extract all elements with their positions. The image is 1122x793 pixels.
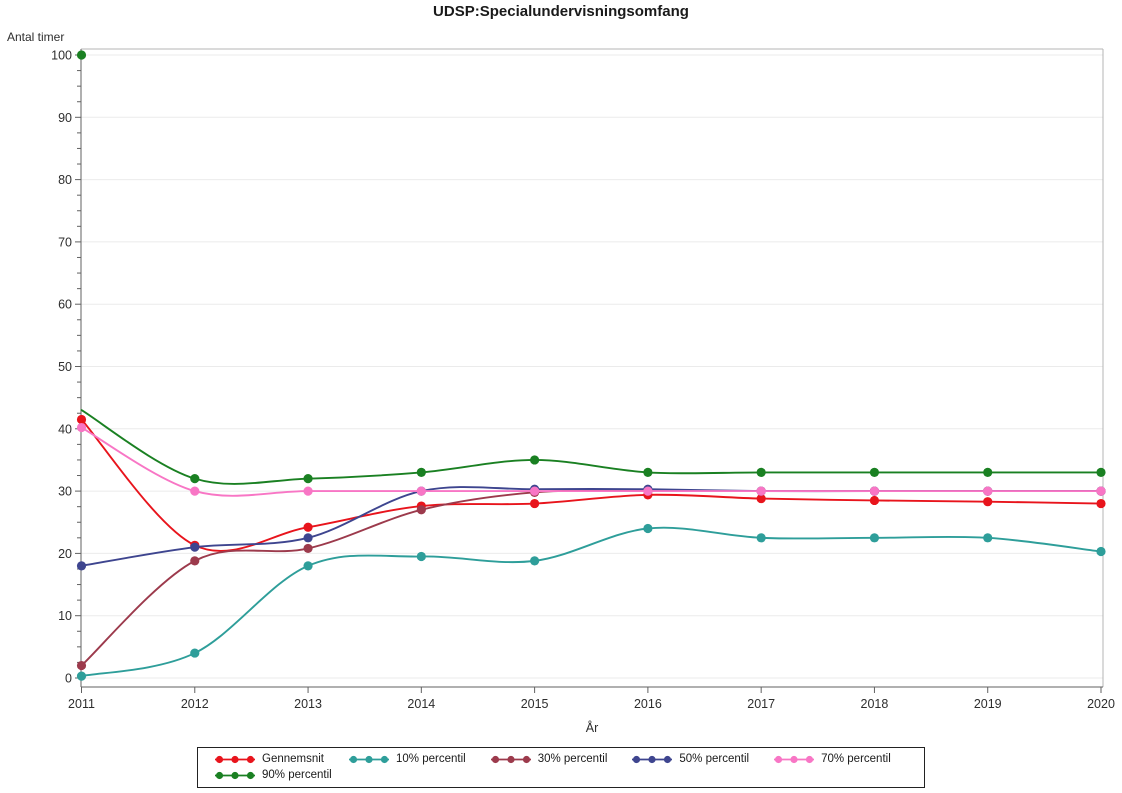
y-tick-label: 80	[58, 173, 72, 187]
data-point-10-percentil	[1096, 546, 1106, 557]
x-tick-label: 2018	[861, 697, 889, 711]
data-point-70-percentil	[756, 486, 766, 496]
legend-item-50-percentil: 50% percentil	[631, 753, 749, 765]
legend-item-30-percentil: 30% percentil	[490, 753, 608, 765]
data-point-90-percentil	[1096, 467, 1106, 478]
data-point-gennemsnit	[303, 522, 313, 532]
data-point-30-percentil	[416, 505, 426, 515]
legend-item-label: Gennemsnit	[262, 753, 325, 765]
legend-item-90-percentil: 90% percentil	[214, 769, 332, 781]
x-axis-title: År	[585, 721, 599, 735]
data-point-90-percentil	[190, 474, 200, 484]
data-point-70-percentil	[1096, 486, 1106, 496]
data-point-70-percentil	[76, 422, 87, 433]
legend-item-label: 30% percentil	[537, 753, 608, 765]
data-point-30-percentil	[76, 660, 87, 671]
data-point-90-percentil	[756, 467, 766, 478]
line-30-percentil	[80, 489, 1102, 667]
legend: Gennemsnit 10% percentil 30% percentil 50% …	[197, 747, 925, 788]
x-tick-label: 2019	[974, 697, 1002, 711]
legend-item-label: 50% percentil	[679, 753, 750, 765]
y-tick-label: 10	[58, 609, 72, 623]
y-tick-label: 40	[58, 422, 72, 436]
data-point-gennemsnit	[530, 498, 540, 509]
legend-line-marker-icon	[774, 755, 815, 763]
data-point-50-percentil	[303, 533, 313, 543]
chart-title: UDSP:Specialundervisningsomfang	[433, 3, 689, 20]
y-tick-label: 60	[58, 298, 72, 312]
line-90-percentil	[80, 409, 1102, 485]
data-point-30-percentil	[303, 543, 313, 554]
data-point-10-percentil	[756, 533, 766, 543]
data-point-10-percentil	[303, 561, 313, 571]
data-point-50-percentil	[190, 542, 200, 552]
legend-item-label: 10% percentil	[396, 753, 466, 765]
data-point-70-percentil	[530, 486, 540, 496]
legend-line-marker-icon	[215, 771, 255, 779]
data-point-30-percentil	[190, 556, 200, 566]
legend-line-marker-icon	[632, 755, 673, 763]
x-tick-label: 2011	[68, 697, 95, 711]
y-tick-label: 50	[58, 360, 72, 374]
data-point-90-percentil	[416, 467, 426, 478]
data-point-10-percentil	[530, 556, 540, 566]
y-tick-label: 20	[58, 547, 72, 561]
legend-line-marker-icon	[215, 755, 255, 763]
legend-row: 90% percentil	[214, 767, 908, 783]
y-tick-label: 30	[58, 485, 72, 499]
plot-area: 0 10 20 30 40 50 60 70 80 90 100 2011 2012 2013 2014 20…	[51, 48, 1115, 711]
data-point-10-percentil	[983, 533, 993, 543]
data-point-10-percentil	[190, 648, 200, 658]
x-tick-label: 2012	[181, 697, 209, 711]
data-point-gennemsnit	[76, 414, 87, 425]
x-tick-label: 2014	[407, 697, 435, 711]
line-70-percentil	[80, 426, 1102, 497]
data-point-90-percentil	[76, 50, 87, 60]
legend-item-label: 90% percentil	[262, 769, 332, 781]
data-point-10-percentil	[643, 523, 653, 534]
x-tick-label: 2013	[294, 697, 322, 711]
data-point-90-percentil	[983, 467, 993, 478]
legend-line-marker-icon	[349, 755, 390, 763]
y-axis-title: Antal timer	[7, 30, 65, 44]
data-point-gennemsnit	[1096, 498, 1106, 509]
y-tick-label: 0	[65, 672, 72, 686]
data-point-90-percentil	[869, 467, 880, 478]
data-point-90-percentil	[303, 474, 313, 484]
x-tick-label: 2015	[521, 697, 549, 711]
y-tick-label: 90	[58, 111, 72, 125]
legend-item-gennemsnit: Gennemsnit	[214, 753, 324, 765]
legend-line-marker-icon	[490, 755, 531, 763]
line-10-percentil	[80, 526, 1102, 678]
data-point-10-percentil	[869, 533, 880, 543]
data-point-10-percentil	[76, 671, 87, 681]
y-tick-label: 70	[58, 235, 72, 249]
x-tick-label: 2016	[634, 697, 662, 711]
x-tick-label: 2020	[1087, 697, 1115, 711]
line-gennemsnit	[80, 418, 1102, 552]
data-point-90-percentil	[530, 455, 540, 465]
data-point-gennemsnit	[869, 495, 880, 506]
data-point-70-percentil	[643, 486, 653, 496]
data-point-10-percentil	[416, 551, 426, 562]
data-point-50-percentil	[76, 561, 87, 571]
legend-item-label: 70% percentil	[821, 753, 891, 765]
data-point-gennemsnit	[756, 493, 766, 504]
data-point-70-percentil	[190, 486, 200, 496]
data-point-70-percentil	[869, 486, 880, 496]
y-tick-label: 100	[51, 49, 72, 63]
data-point-90-percentil	[643, 467, 653, 478]
data-point-gennemsnit	[983, 497, 993, 507]
data-point-70-percentil	[303, 486, 313, 496]
data-point-70-percentil	[416, 486, 426, 496]
data-point-70-percentil	[983, 486, 993, 496]
legend-item-10-percentil: 10% percentil	[348, 753, 466, 765]
x-tick-label: 2017	[747, 697, 775, 711]
legend-row: Gennemsnit 10% percentil 30% percentil 50% …	[214, 751, 908, 767]
legend-item-70-percentil: 70% percentil	[773, 753, 891, 765]
